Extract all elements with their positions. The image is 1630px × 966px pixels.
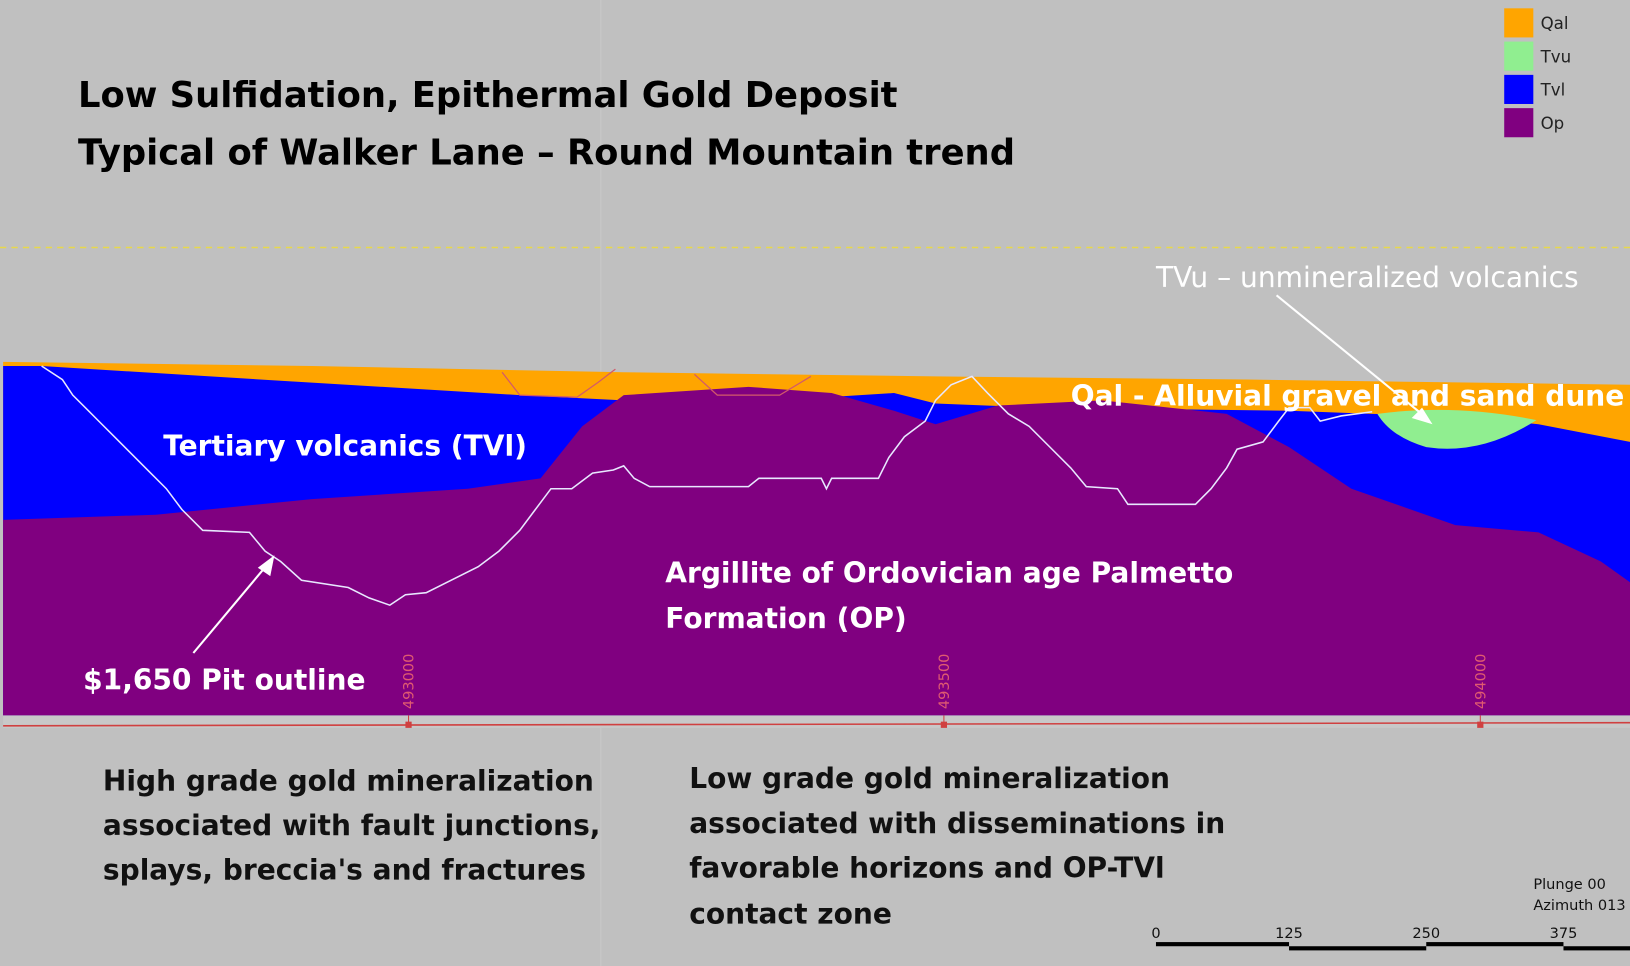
legend-swatch bbox=[1504, 108, 1533, 137]
title: Typical of Walker Lane – Round Mountain … bbox=[78, 132, 1015, 173]
easting-label: 493000 bbox=[401, 654, 418, 710]
note: contact zone bbox=[689, 897, 892, 930]
note: associated with fault junctions, bbox=[103, 809, 601, 842]
legend-label: Tvl bbox=[1540, 81, 1566, 100]
note: favorable horizons and OP-TVl bbox=[689, 852, 1164, 885]
note: High grade gold mineralization bbox=[103, 764, 594, 797]
scale-label: 0 bbox=[1151, 925, 1160, 942]
legend-swatch bbox=[1504, 8, 1533, 37]
easting-marker bbox=[405, 722, 411, 728]
legend-label: Tvu bbox=[1540, 47, 1572, 66]
legend-label: Op bbox=[1541, 114, 1565, 133]
easting-marker bbox=[1477, 722, 1483, 728]
qal-label: Qal - Alluvial gravel and sand dune bbox=[1071, 380, 1625, 413]
op-label: Formation (OP) bbox=[665, 602, 906, 635]
scale-label: 125 bbox=[1275, 925, 1303, 942]
legend-label: Qal bbox=[1541, 14, 1569, 33]
legend-swatch bbox=[1504, 42, 1533, 71]
easting-label: 493500 bbox=[936, 654, 953, 710]
legend-swatch bbox=[1504, 75, 1533, 104]
scale-segment bbox=[1563, 946, 1630, 950]
azimuth: Azimuth 013 bbox=[1533, 897, 1625, 914]
scale-label: 375 bbox=[1550, 925, 1578, 942]
scale-segment bbox=[1426, 942, 1563, 946]
easting-label: 494000 bbox=[1473, 654, 1490, 710]
tvu-label: TVu – unmineralized volcanics bbox=[1155, 261, 1579, 294]
plunge: Plunge 00 bbox=[1533, 876, 1606, 893]
scale-segment bbox=[1156, 942, 1289, 946]
cross-section: Low Sulfidation, Epithermal Gold Deposit… bbox=[0, 0, 1630, 966]
tvl-label: Tertiary volcanics (TVl) bbox=[163, 429, 527, 462]
scale-label: 250 bbox=[1412, 925, 1440, 942]
note: splays, breccia's and fractures bbox=[103, 854, 586, 887]
easting-marker bbox=[941, 722, 947, 728]
scale-segment bbox=[1289, 946, 1426, 950]
note: associated with disseminations in bbox=[689, 807, 1225, 840]
title: Low Sulfidation, Epithermal Gold Deposit bbox=[78, 75, 898, 116]
note: Low grade gold mineralization bbox=[689, 762, 1170, 795]
op-label: Argillite of Ordovician age Palmetto bbox=[665, 556, 1233, 589]
pit-label: $1,650 Pit outline bbox=[83, 663, 365, 696]
